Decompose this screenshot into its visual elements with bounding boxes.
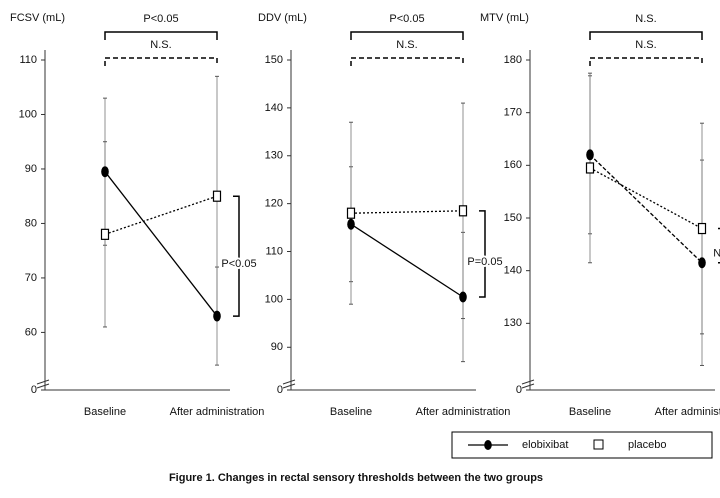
series-line [350, 210, 464, 214]
side-bracket-label: P=0.05 [467, 256, 502, 268]
side-bracket-label: N.S. [713, 248, 720, 260]
series-line [104, 195, 218, 235]
axis-break [521, 379, 535, 385]
bracket [104, 31, 218, 40]
bracket-label: N.S. [635, 39, 656, 51]
y-tick-label: 90 [271, 341, 283, 353]
y-axis-label: DDV (mL) [258, 12, 307, 24]
bracket [104, 57, 218, 66]
series-line [104, 171, 218, 317]
y-tick-label: 130 [504, 317, 522, 329]
side-bracket-label: P<0.05 [221, 258, 256, 270]
axis-break [282, 379, 296, 385]
side-bracket [233, 195, 240, 317]
y-tick-label: 110 [19, 54, 37, 66]
x-tick-label: Baseline [330, 406, 372, 418]
series-line [350, 223, 464, 298]
marker [697, 222, 707, 235]
y-tick-label: 90 [25, 163, 37, 175]
y-tick-label: 60 [25, 326, 37, 338]
x-tick-label: After administration [170, 406, 265, 418]
y-tick-label: 110 [265, 245, 283, 257]
axis-break [282, 383, 296, 389]
y-tick-label: 130 [265, 150, 283, 162]
axis-break [521, 383, 535, 389]
marker [459, 291, 467, 303]
marker [101, 166, 109, 178]
y-axis-label: FCSV (mL) [10, 12, 65, 24]
y-tick-label: 140 [504, 265, 522, 277]
bracket-label: N.S. [396, 39, 417, 51]
marker [347, 218, 355, 230]
bracket [589, 31, 703, 40]
marker [213, 310, 221, 322]
legend-marker [484, 440, 492, 450]
y-tick-label: 100 [265, 293, 283, 305]
caption: Figure 1. Changes in rectal sensory thre… [169, 472, 543, 484]
legend-label: elobixibat [522, 439, 568, 451]
marker [346, 207, 356, 219]
x-tick-label: Baseline [569, 406, 611, 418]
bracket-label: N.S. [150, 39, 171, 51]
y-tick-label: 100 [19, 108, 37, 120]
marker [698, 257, 706, 269]
marker [458, 205, 468, 217]
y-tick-label: 0 [277, 384, 283, 396]
bracket [350, 57, 464, 66]
legend-marker [593, 439, 604, 450]
y-tick-label: 0 [31, 384, 37, 396]
y-tick-label: 180 [504, 54, 522, 66]
x-tick-label: After administration [655, 406, 720, 418]
x-tick-label: Baseline [84, 406, 126, 418]
x-tick-label: After administration [416, 406, 511, 418]
y-tick-label: 120 [265, 198, 283, 210]
y-tick-label: 0 [516, 384, 522, 396]
y-tick-label: 80 [25, 217, 37, 229]
y-tick-label: 70 [25, 272, 37, 284]
y-tick-label: 140 [265, 102, 283, 114]
series-line [589, 167, 703, 230]
axis-break [36, 383, 50, 389]
y-tick-label: 150 [265, 54, 283, 66]
side-bracket [479, 210, 486, 298]
marker [100, 228, 110, 240]
bracket-label: P<0.05 [143, 13, 178, 25]
bracket-label: N.S. [635, 13, 656, 25]
bracket [350, 31, 464, 40]
series-line [589, 154, 703, 264]
y-tick-label: 150 [504, 212, 522, 224]
y-tick-label: 170 [504, 107, 522, 119]
y-axis-label: MTV (mL) [480, 12, 529, 24]
y-tick-label: 160 [504, 159, 522, 171]
bracket-label: P<0.05 [389, 13, 424, 25]
bracket [589, 57, 703, 66]
marker [212, 190, 222, 202]
marker [585, 162, 595, 174]
legend-label: placebo [628, 439, 667, 451]
axis-break [36, 379, 50, 385]
marker [586, 149, 594, 161]
